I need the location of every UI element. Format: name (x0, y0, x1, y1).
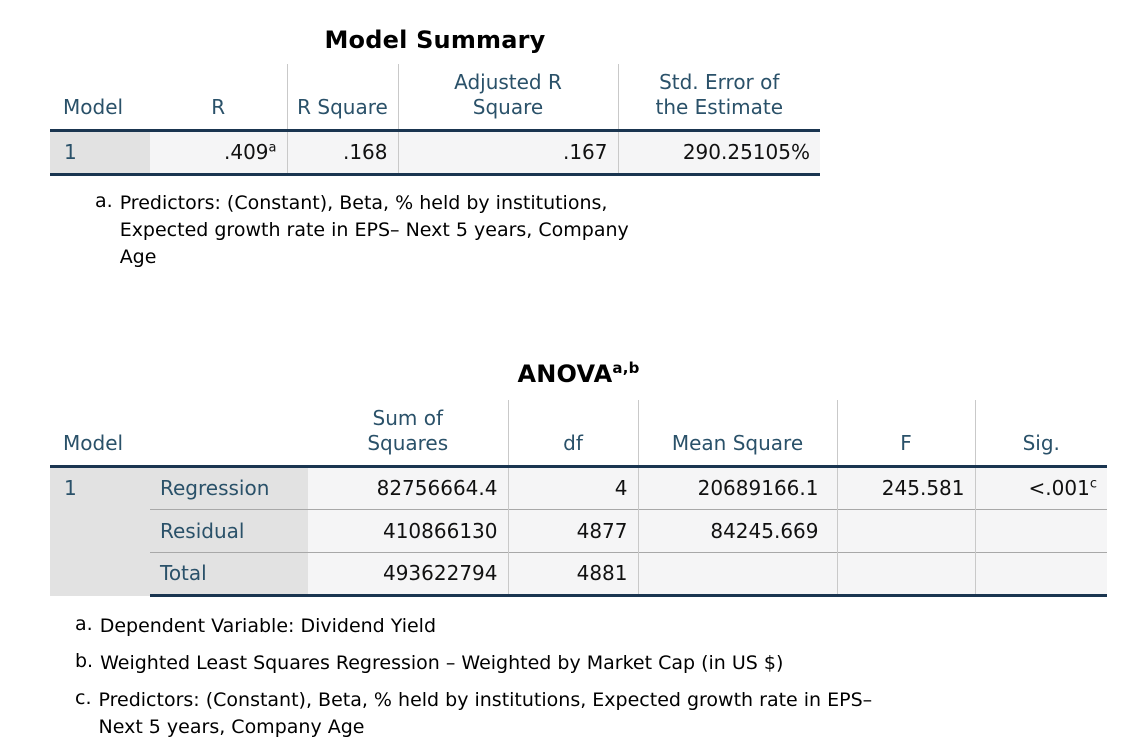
footnote-a: a. Predictors: (Constant), Beta, % held … (95, 190, 1136, 271)
footnote-a-text: Dependent Variable: Dividend Yield (99, 615, 437, 637)
anova-title: ANOVAa,b (50, 359, 1107, 388)
cell-regression-df: 4 (507, 466, 638, 510)
footnote-marker-a: a (268, 140, 277, 156)
model-summary-title-text: Model Summary (324, 26, 546, 54)
footnote-a: a. Dependent Variable: Dividend Yield (75, 613, 1136, 640)
cell-residual-f (836, 509, 975, 553)
model-summary-header-row: Model R R Square Adjusted R Square Std. … (50, 64, 820, 132)
footnote-c-text: Predictors: (Constant), Beta, % held by … (98, 689, 873, 738)
cell-regression-mean-square: 20689166.1 (637, 466, 837, 510)
col-header-sig: Sig. (974, 400, 1107, 468)
model-summary-table: Model R R Square Adjusted R Square Std. … (50, 64, 820, 176)
col-header-r-square: R Square (286, 64, 398, 132)
cell-model-number: 1 (50, 466, 150, 596)
anova-table: Model Sum of Squares df Mean Square F Si… (50, 400, 1107, 597)
footnote-c-label: c. (75, 687, 92, 709)
cell-source-residual: Residual (150, 509, 308, 553)
footnote-c: c. Predictors: (Constant), Beta, % held … (75, 687, 1136, 741)
col-header-model: Model (50, 400, 308, 468)
anova-header-row: Model Sum of Squares df Mean Square F Si… (50, 400, 1107, 468)
footnote-b-label: b. (75, 650, 94, 672)
cell-residual-mean-square: 84245.669 (637, 509, 837, 553)
model-summary-footnotes: a. Predictors: (Constant), Beta, % held … (95, 190, 1136, 271)
anova-title-footnote-markers: a,b (612, 359, 640, 377)
footnote-b-text: Weighted Least Squares Regression – Weig… (100, 652, 784, 674)
cell-residual-df: 4877 (507, 509, 638, 553)
cell-r-square: .168 (286, 130, 398, 176)
footnote-marker-c: c (1089, 476, 1097, 492)
model-summary-title: Model Summary (50, 26, 820, 54)
cell-std-error: 290.25105% (617, 130, 820, 176)
col-header-adjusted-r-square: Adjusted R Square (397, 64, 618, 132)
cell-residual-sum-of-squares: 410866130 (308, 509, 508, 553)
cell-total-df: 4881 (507, 552, 638, 597)
anova-row-total: Total 493622794 4881 (50, 552, 1107, 597)
anova-footnotes: a. Dependent Variable: Dividend Yield b.… (75, 613, 1136, 741)
cell-source-regression: Regression (150, 466, 308, 510)
cell-regression-f: 245.581 (836, 466, 975, 510)
cell-regression-sum-of-squares: 82756664.4 (308, 466, 508, 510)
anova-row-residual: Residual 410866130 4877 84245.669 (50, 509, 1107, 553)
anova-title-text: ANOVA (517, 360, 613, 388)
cell-r: .409a (150, 130, 287, 176)
col-header-f: F (836, 400, 975, 468)
anova-row-regression: 1 Regression 82756664.4 4 20689166.1 245… (50, 466, 1107, 596)
col-header-model: Model (50, 64, 150, 132)
col-header-df: df (507, 400, 638, 468)
col-header-mean-square: Mean Square (637, 400, 837, 468)
cell-adjusted-r-square: .167 (397, 130, 618, 176)
cell-total-sum-of-squares: 493622794 (308, 552, 508, 597)
cell-total-sig (974, 552, 1107, 597)
cell-regression-sig: <.001c (974, 466, 1107, 510)
col-header-r: R (150, 64, 287, 132)
cell-model-number: 1 (50, 130, 150, 176)
cell-total-mean-square (637, 552, 837, 597)
col-header-sum-of-squares: Sum of Squares (308, 400, 508, 468)
footnote-a-label: a. (95, 190, 113, 212)
cell-residual-sig (974, 509, 1107, 553)
footnote-b: b. Weighted Least Squares Regression – W… (75, 650, 1136, 677)
model-summary-data-row: 1 .409a .168 .167 290.25105% (50, 130, 820, 176)
cell-source-total: Total (150, 552, 308, 597)
footnote-a-label: a. (75, 613, 93, 635)
cell-total-f (836, 552, 975, 597)
footnote-a-text: Predictors: (Constant), Beta, % held by … (119, 192, 629, 268)
col-header-std-error: Std. Error of the Estimate (617, 64, 820, 132)
